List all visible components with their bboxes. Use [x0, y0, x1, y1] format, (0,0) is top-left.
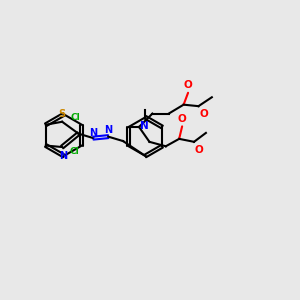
Text: O: O: [184, 80, 192, 90]
Text: S: S: [58, 110, 66, 119]
Text: N: N: [140, 122, 148, 131]
Text: O: O: [178, 114, 187, 124]
Text: N: N: [104, 125, 112, 135]
Text: Cl: Cl: [69, 147, 79, 156]
Text: N: N: [90, 128, 98, 138]
Text: O: O: [195, 145, 203, 155]
Text: N: N: [60, 151, 68, 160]
Text: O: O: [199, 109, 208, 119]
Text: Cl: Cl: [70, 113, 80, 122]
